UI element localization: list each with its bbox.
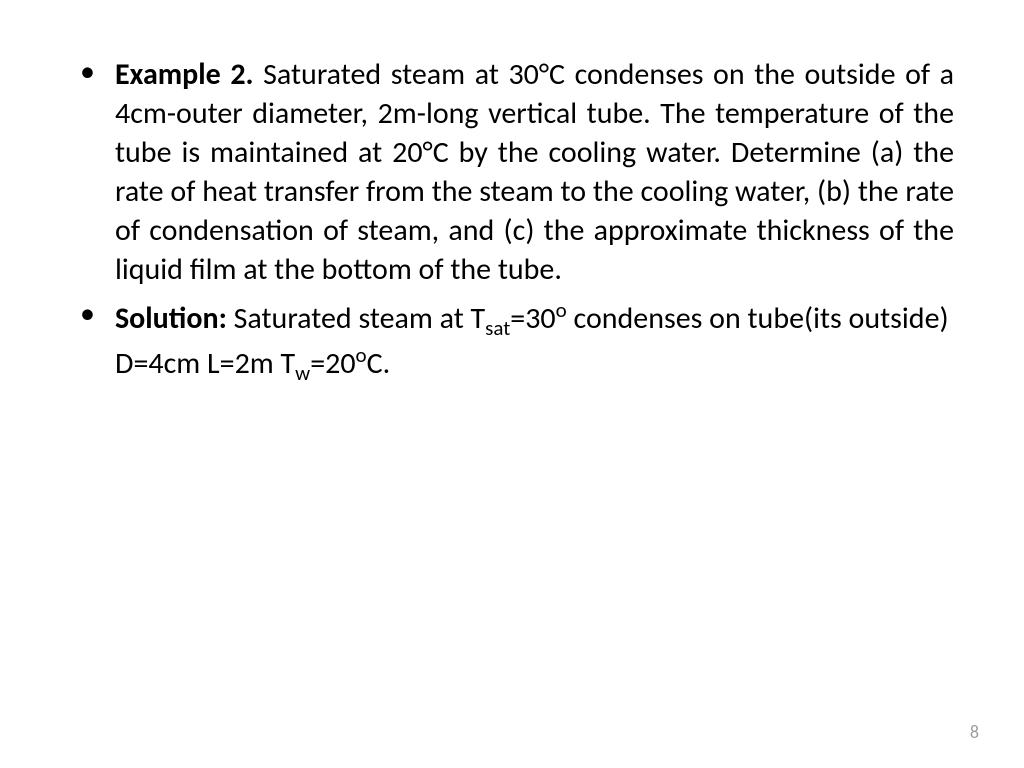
solution-text-4: =20 — [310, 345, 355, 382]
solution-text-1: Saturated steam at T — [227, 300, 485, 337]
subscript-w: w — [295, 360, 310, 386]
solution-text-5: C. — [367, 345, 391, 382]
problem-paragraph: Example 2. Saturated steam at 30°C conde… — [115, 55, 954, 289]
example-label: Example 2. — [115, 56, 254, 93]
solution-label: Solution: — [115, 300, 227, 337]
slide-bullet-list: Example 2. Saturated steam at 30°C conde… — [70, 55, 954, 388]
superscript-degree-1: o — [556, 297, 567, 323]
problem-bullet-item: Example 2. Saturated steam at 30°C conde… — [70, 55, 954, 289]
superscript-degree-2: o — [356, 342, 367, 368]
solution-paragraph: Solution: Saturated steam at Tsat=30o co… — [115, 297, 954, 388]
subscript-sat: sat — [485, 315, 510, 341]
solution-text-2: =30 — [510, 300, 555, 337]
page-number: 8 — [970, 721, 979, 743]
solution-bullet-item: Solution: Saturated steam at Tsat=30o co… — [70, 297, 954, 388]
